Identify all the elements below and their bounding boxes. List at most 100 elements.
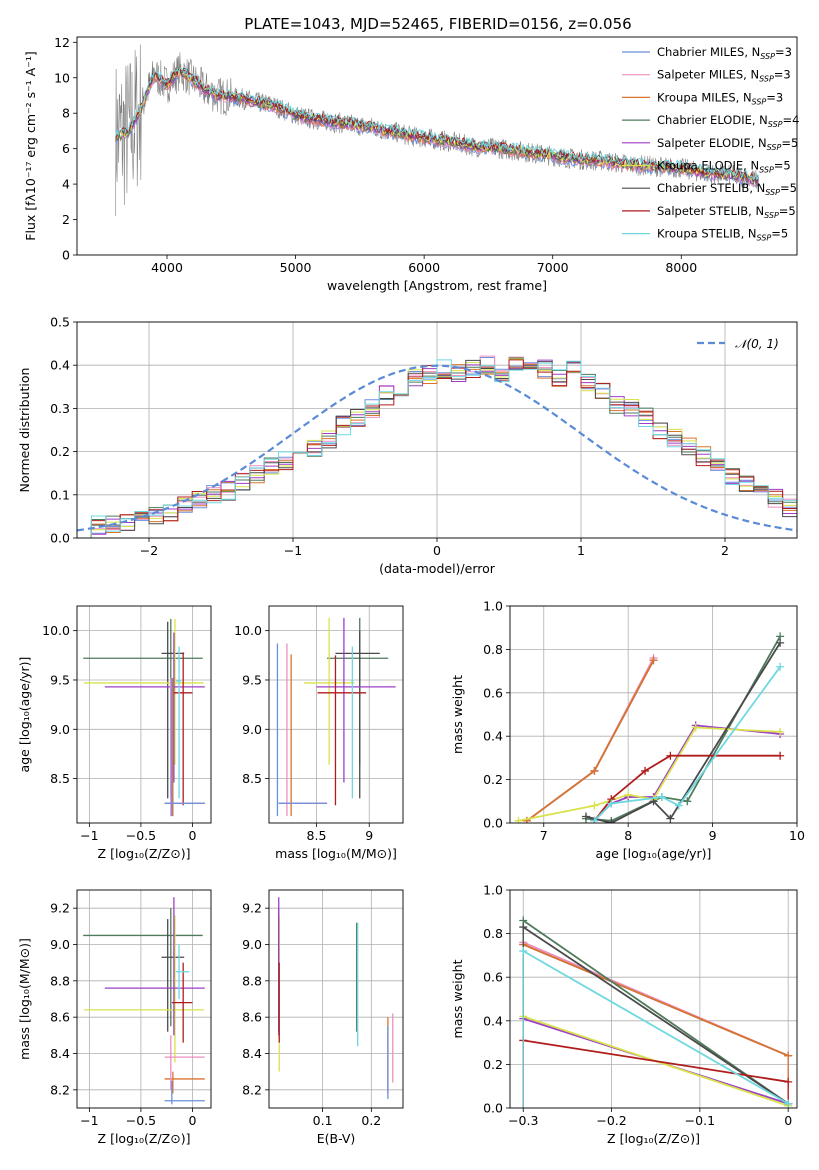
- y-tick-label: 9.5: [50, 672, 70, 687]
- y-tick-label: 9.2: [50, 901, 70, 916]
- y-tick-label: 8.6: [242, 1010, 262, 1025]
- legend-label: Kroupa ELODIE, NSSP=5: [657, 159, 791, 175]
- x-tick-label: −0.2: [596, 1113, 626, 1128]
- y-tick-label: 10.0: [234, 623, 262, 638]
- x-axis-label: wavelength [Angstrom, rest frame]: [327, 278, 547, 293]
- y-tick-label: 8.8: [242, 973, 262, 988]
- y-tick-label: 9.0: [242, 937, 262, 952]
- x-tick-label: 7: [540, 828, 548, 843]
- y-tick-label: 10: [54, 70, 70, 85]
- y-tick-label: 9.0: [242, 722, 262, 737]
- y-tick-label: 0.5: [50, 315, 70, 330]
- x-tick-label: 8: [624, 828, 632, 843]
- legend-label: Kroupa STELIB, NSSP=5: [657, 227, 788, 243]
- mass-weight-point: [691, 723, 700, 732]
- y-tick-label: 0.8: [483, 642, 503, 657]
- plot-area: [83, 618, 205, 817]
- y-tick-label: 0.4: [483, 1013, 503, 1028]
- axes-frame: [76, 36, 798, 256]
- legend-subscript: SSP: [759, 75, 774, 84]
- y-tick-label: 0.1: [50, 487, 70, 502]
- legend-label: Chabrier MILES, NSSP=3: [657, 45, 792, 61]
- y-tick-label: 8.2: [242, 1082, 262, 1097]
- mass-weight-series-line: [518, 726, 781, 822]
- x-tick-label: 0: [433, 543, 441, 558]
- residuals-panel: −2 −1 0 1 2 0.0 0.1 0.2 0.3 0.4 0.5 (data-model)/er…: [17, 315, 798, 576]
- y-tick-label: 0.0: [50, 531, 70, 546]
- y-axis-label: mass weight: [450, 959, 465, 1038]
- legend-label: Salpeter STELIB, NSSP=5: [657, 204, 796, 220]
- mass-weight-series-line: [522, 919, 789, 1105]
- y-axis-label: mass weight: [450, 675, 465, 754]
- mass-weight-point: [590, 816, 599, 823]
- mass-weight-series-line: [522, 943, 789, 1057]
- age-vs-Z-panel: −1 −0.5 0 8.5 9.0 9.5 10.0 Z [log₁₀(Z/Z⊙)] age […: [17, 605, 212, 861]
- x-tick-label: 0.1: [313, 1113, 333, 1128]
- mass-weight-series-line: [523, 1039, 789, 1083]
- axes-frame: [509, 605, 798, 824]
- y-tick-label: 8.4: [50, 1046, 70, 1061]
- legend-nssp: =5: [780, 181, 797, 195]
- x-tick-label: −2: [140, 543, 158, 558]
- mass-vs-ebv-panel: 0.1 0.2 8.2 8.4 8.6 8.8 9.0 9.2 E(B-V): [242, 889, 404, 1146]
- axes-frame: [268, 605, 404, 824]
- y-tick-label: 8.5: [242, 771, 262, 786]
- x-tick-label: 1: [577, 543, 585, 558]
- legend-nssp: =5: [779, 204, 796, 218]
- y-tick-label: 8.4: [242, 1046, 262, 1061]
- mass-weight-point: [581, 812, 590, 821]
- plot-area: [514, 632, 785, 823]
- legend-nssp: =5: [781, 136, 798, 150]
- x-tick-label: −0.1: [685, 1113, 715, 1128]
- mass-weight-point: [649, 656, 658, 665]
- legend-subscript: SSP: [757, 234, 772, 243]
- mass-weight-point: [590, 801, 599, 810]
- x-tick-label: 6000: [408, 260, 440, 275]
- plot-area: [278, 897, 394, 1099]
- y-tick-label: 8.6: [50, 1010, 70, 1025]
- axes-frame: [509, 889, 798, 1109]
- model-spectrum-line: [115, 67, 759, 181]
- x-tick-label: −0.5: [126, 1113, 156, 1128]
- x-tick-label: 4000: [151, 260, 183, 275]
- y-tick-label: 0.3: [50, 401, 70, 416]
- mass-weight-vs-age-panel: 7 8 9 10 0.0 0.2 0.4 0.6 0.8 1.0 age [log₁₀(age/yr…: [450, 599, 805, 862]
- x-axis-label: Z [log₁₀(Z/Z⊙)]: [607, 1131, 700, 1146]
- y-tick-label: 0.8: [483, 926, 503, 941]
- x-tick-label: −1: [284, 543, 302, 558]
- legend-label: Kroupa MILES, NSSP=3: [657, 90, 783, 106]
- plot-area: [115, 44, 759, 217]
- y-tick-label: 9.0: [50, 722, 70, 737]
- axes-frame: [76, 321, 798, 539]
- legend-label: Salpeter MILES, NSSP=3: [657, 68, 791, 84]
- legend-subscript: SSP: [768, 120, 783, 129]
- x-tick-label: 8.5: [307, 828, 327, 843]
- mass-weight-point: [776, 751, 785, 760]
- y-tick-label: 0.6: [483, 970, 503, 985]
- x-tick-label: −1: [80, 828, 98, 843]
- mass-weight-point: [607, 799, 616, 808]
- mass-weight-point: [624, 790, 633, 799]
- x-axis-label: Z [log₁₀(Z/Z⊙)]: [98, 1131, 191, 1146]
- y-tick-label: 0.2: [483, 772, 503, 787]
- x-tick-label: 10: [789, 828, 805, 843]
- x-axis-label: Z [log₁₀(Z/Z⊙)]: [98, 846, 191, 861]
- x-tick-label: 0: [188, 1113, 196, 1128]
- legend-subscript: SSP: [765, 188, 780, 197]
- spectrum-panel: 4000 5000 6000 7000 8000 0 2 4 6 8 10 12 wavelength …: [23, 35, 799, 293]
- plot-area: [83, 897, 205, 1105]
- x-tick-label: −0.3: [508, 1113, 538, 1128]
- x-tick-label: 2: [721, 543, 729, 558]
- y-tick-label: 8.2: [50, 1082, 70, 1097]
- x-tick-label: −1: [80, 1113, 98, 1128]
- legend-nssp: =3: [775, 45, 792, 59]
- age-vs-mass-panel: 8.5 9 8.5 9.0 9.5 10.0 mass [log₁₀(M/M⊙)]: [234, 605, 404, 861]
- legend-nssp: =4: [783, 113, 800, 127]
- x-tick-label: 5000: [280, 260, 312, 275]
- legend-subscript: SSP: [767, 143, 782, 152]
- mass-weight-series-line: [522, 926, 789, 1105]
- y-tick-label: 1.0: [483, 599, 503, 614]
- mass-weight-point: [641, 766, 650, 775]
- y-tick-label: 4: [62, 177, 70, 192]
- mass-weight-series-line: [522, 950, 789, 1105]
